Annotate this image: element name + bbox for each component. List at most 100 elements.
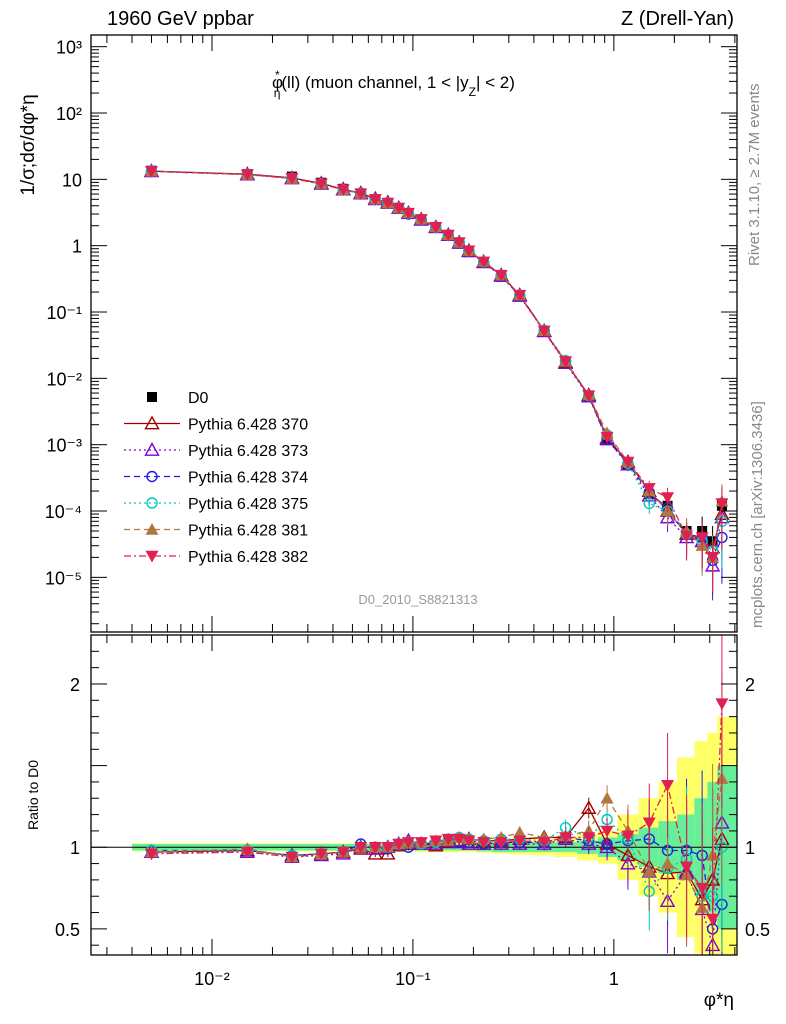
y-tick-label: 10⁻³ <box>46 436 82 456</box>
main-point <box>144 166 158 178</box>
ratio-point <box>414 837 428 849</box>
ratio-line <box>151 703 723 920</box>
y-tick-label: 10⁻⁵ <box>45 568 82 588</box>
ratio-point <box>381 842 395 854</box>
xlabel: φ*η <box>704 990 734 1011</box>
main-point <box>621 456 635 469</box>
main-point <box>706 552 720 564</box>
main-point <box>715 498 729 510</box>
main-point <box>414 214 428 226</box>
axes: 10⁻² 10⁻¹ 1 10⁻⁵ 10⁻⁴ 10⁻³ 10⁻² 10⁻¹ 1 10 10² 10³ 0.… <box>45 34 770 989</box>
ratio-point <box>452 833 466 846</box>
ratio-y-tick-label: 0.5 <box>55 920 80 940</box>
watermark: D0_2010_S8821313 <box>358 592 477 607</box>
ratio-point <box>462 835 476 848</box>
ratio-ylabel: Ratio to D0 <box>25 760 41 830</box>
ratio-y-tick-label: 1 <box>70 838 80 858</box>
main-point <box>494 269 508 282</box>
ratio-point <box>144 848 158 861</box>
legend-marker <box>145 523 159 535</box>
ratio-point <box>336 846 350 859</box>
ratio-point <box>661 857 675 869</box>
ratio-point <box>314 848 328 861</box>
main-point <box>314 178 328 191</box>
ratio-point <box>392 838 406 851</box>
main-point <box>429 221 443 234</box>
legend-marker <box>146 497 158 509</box>
ratio-uncertainty-bands <box>91 716 737 955</box>
ratio-point <box>600 825 614 838</box>
ratio-point <box>706 913 720 926</box>
main-point <box>441 229 455 242</box>
main-ylabel: 1/σ;dσ/dφ*η <box>18 94 39 195</box>
main-point <box>401 207 415 220</box>
main-frame <box>90 34 738 633</box>
main-point <box>336 184 350 197</box>
legend-marker <box>144 442 160 456</box>
ratio-point <box>240 846 254 859</box>
ratio-point <box>581 800 597 814</box>
plot-title: φ* η(ll) (muon channel, 1 < |yZ| < 2) <box>272 68 515 100</box>
main-point <box>452 237 466 249</box>
ratio-point <box>582 832 596 844</box>
legend-label: Pythia 6.428 370 <box>188 417 308 434</box>
ratio-series-pythia-6.428-382 <box>144 635 729 955</box>
main-point <box>392 202 406 215</box>
main-point <box>661 492 675 504</box>
legend-marker <box>144 415 160 430</box>
legend-entry: Pythia 6.428 382 <box>124 549 308 566</box>
legend-marker <box>145 550 159 563</box>
ratio-point <box>642 817 656 830</box>
y-tick-label: 10⁻² <box>46 369 82 389</box>
ratio-point <box>620 855 636 870</box>
main-point <box>513 289 527 302</box>
main-point <box>537 325 551 338</box>
legend-entry: Pythia 6.428 370 <box>124 415 308 434</box>
legend-label: Pythia 6.428 375 <box>188 496 308 513</box>
ratio-point <box>354 842 368 854</box>
main-point <box>354 188 368 201</box>
ratio-point <box>642 865 656 877</box>
ratio-point <box>600 791 614 804</box>
ratio-point <box>429 835 443 848</box>
main-point <box>368 194 382 206</box>
mcplots-label: mcplots.cern.ch [arXiv:1306.3436] <box>749 401 766 628</box>
y-tick-label: 10 <box>62 170 82 190</box>
main-point <box>582 390 596 403</box>
ratio-y-tick-label-right: 2 <box>745 675 755 695</box>
main-point <box>462 245 476 258</box>
ratio-line <box>151 818 723 897</box>
main-series <box>143 163 730 601</box>
ratio-y-tick-label-right: 1 <box>745 838 755 858</box>
ratio-point <box>621 830 635 843</box>
legend-label: Pythia 6.428 373 <box>188 443 308 460</box>
main-point <box>240 169 254 182</box>
ratio-series <box>143 635 730 955</box>
ratio-point <box>367 845 384 860</box>
y-tick-label: 1 <box>72 237 82 257</box>
legend-label: Pythia 6.428 382 <box>188 549 308 566</box>
ratio-y-tick-label: 2 <box>70 675 80 695</box>
main-point <box>559 356 573 368</box>
ratio-point <box>536 836 552 850</box>
main-point <box>642 483 656 495</box>
ratio-point <box>695 882 709 895</box>
ratio-point <box>494 837 508 849</box>
main-point <box>695 532 709 544</box>
ratio-y-tick-label-right: 0.5 <box>745 920 770 940</box>
x-tick-label: 10⁻² <box>194 969 230 989</box>
ratio-point <box>441 833 455 846</box>
legend-entry: Pythia 6.428 373 <box>124 442 308 460</box>
ratio-point <box>559 832 573 844</box>
legend-marker <box>146 470 158 483</box>
legend: D0 Pythia 6.428 370 Pythia 6.428 373 Pythia… <box>124 390 308 566</box>
main-series-pythia-6.428-382 <box>144 166 729 593</box>
main-point <box>680 530 694 543</box>
ratio-point <box>715 698 729 711</box>
ratio-point <box>401 837 415 849</box>
ratio-point <box>537 837 551 849</box>
legend-entry: Pythia 6.428 375 <box>124 496 308 513</box>
ratio-point <box>368 842 382 854</box>
x-tick-label: 1 <box>609 969 619 989</box>
